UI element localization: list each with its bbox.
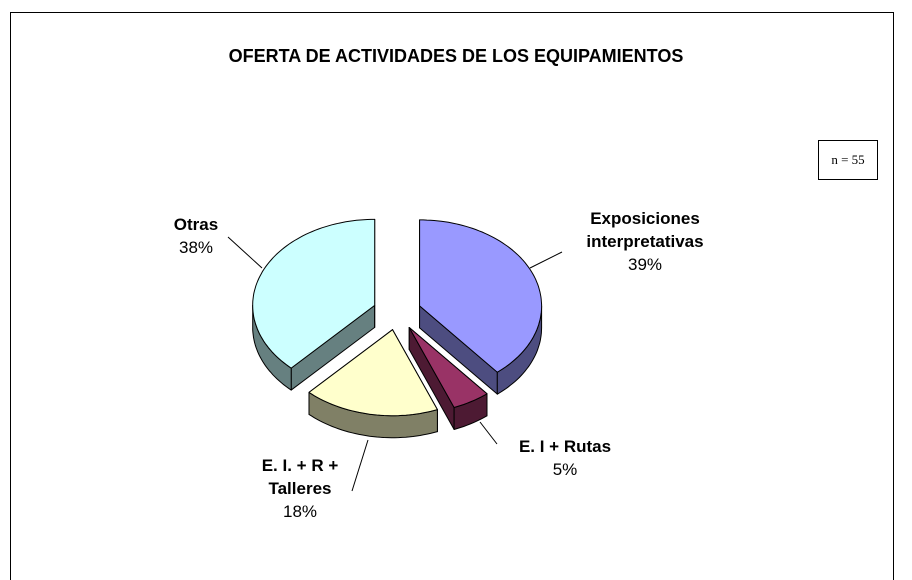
category-label: Exposiciones interpretativas	[586, 209, 704, 251]
category-label: Otras	[173, 215, 219, 234]
slice-top	[408, 326, 488, 408]
value-label: 39%	[627, 255, 663, 274]
pie-slice	[408, 326, 488, 430]
leader-lines	[227, 236, 563, 492]
leader-line	[351, 439, 369, 492]
pie-slice	[308, 329, 438, 439]
leader-line	[529, 251, 563, 269]
slice-top	[308, 329, 438, 417]
chart-title: OFERTA DE ACTIVIDADES DE LOS EQUIPAMIENT…	[228, 46, 684, 66]
data-label: Otras 38%	[136, 213, 256, 259]
pie-slice	[419, 219, 543, 395]
data-label: E. I. + R + Talleres 18%	[240, 454, 360, 523]
slice-top	[419, 219, 543, 373]
value-label: 5%	[552, 460, 578, 479]
value-label: 38%	[178, 238, 214, 257]
value-label: 18%	[282, 502, 318, 521]
leader-line	[479, 421, 498, 445]
chart-frame	[10, 12, 894, 580]
category-label: E. I + Rutas	[518, 437, 612, 456]
data-label: Exposiciones interpretativas 39%	[560, 207, 730, 276]
pie-slice	[252, 218, 376, 391]
category-label: E. I. + R + Talleres	[261, 456, 339, 498]
data-label: E. I + Rutas 5%	[480, 435, 650, 481]
leader-line	[227, 236, 263, 269]
annotation: n = 55	[818, 140, 878, 180]
slice-top	[252, 218, 376, 369]
